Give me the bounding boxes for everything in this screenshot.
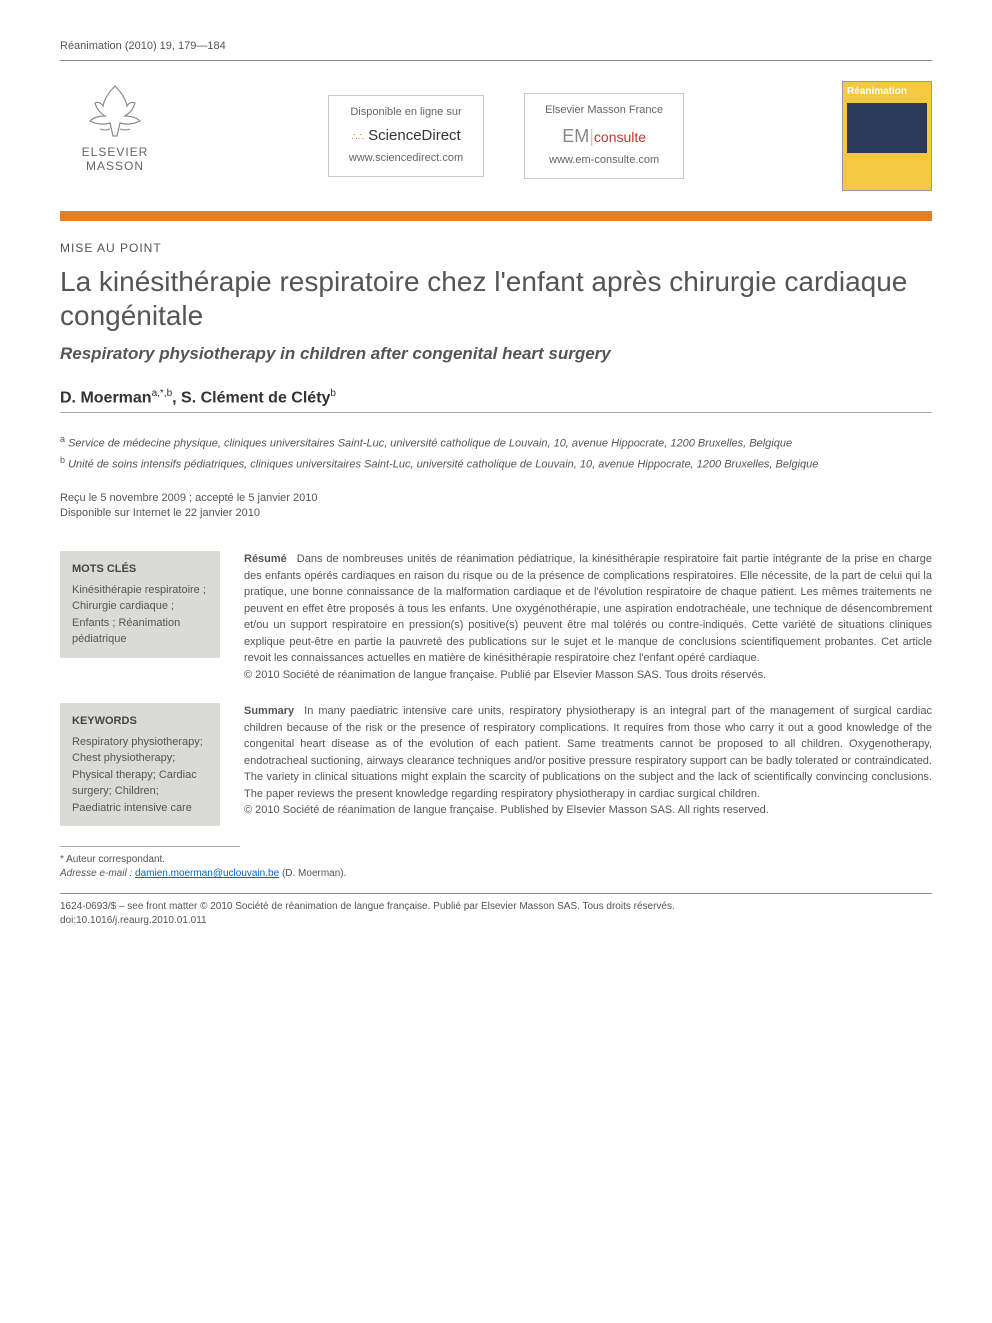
- resume-body: Dans de nombreuses unités de réanimation…: [244, 553, 932, 664]
- emconsulte-logo: EM|consulte: [545, 122, 663, 151]
- footer-issn-copyright: 1624-0693/$ – see front matter © 2010 So…: [60, 900, 932, 914]
- sd-url: www.sciencedirect.com: [349, 150, 463, 168]
- resume-heading: Résumé: [244, 553, 287, 565]
- summary-row: KEYWORDS Respiratory physiotherapy; Ches…: [60, 703, 932, 826]
- publisher-name-1: ELSEVIER: [82, 145, 149, 159]
- section-divider-bar: [60, 211, 932, 221]
- author-rule: [60, 412, 932, 413]
- author-1: D. Moerman: [60, 390, 152, 407]
- date-online: Disponible sur Internet le 22 janvier 20…: [60, 506, 932, 521]
- date-received-accepted: Reçu le 5 novembre 2009 ; accepté le 5 j…: [60, 491, 932, 506]
- sciencedirect-box: Disponible en ligne sur ∴∴ ScienceDirect…: [328, 95, 484, 176]
- article-title-french: La kinésithérapie respiratoire chez l'en…: [60, 265, 932, 332]
- top-rule: [60, 60, 932, 61]
- author-email-link[interactable]: damien.moerman@uclouvain.be: [135, 868, 279, 879]
- email-author-name: (D. Moerman).: [282, 868, 346, 879]
- elsevier-tree-icon: [75, 81, 155, 141]
- journal-cover-thumbnail: Réanimation: [842, 81, 932, 191]
- footnote-rule: [60, 846, 240, 847]
- em-url: www.em-consulte.com: [545, 152, 663, 170]
- cover-image-placeholder: [847, 103, 927, 153]
- sd-dots-icon: ∴∴: [351, 132, 364, 143]
- corresponding-author-note: * Auteur correspondant. Adresse e-mail :…: [60, 853, 932, 881]
- article-dates: Reçu le 5 novembre 2009 ; accepté le 5 j…: [60, 491, 932, 522]
- author-1-affil-marks: a,*,b: [152, 388, 173, 399]
- article-type-label: MISE AU POINT: [60, 241, 932, 255]
- keywords-text: Respiratory physiotherapy; Chest physiot…: [72, 734, 208, 817]
- em-top-text: Elsevier Masson France: [545, 102, 663, 120]
- resume-row: MOTS CLÉS Kinésithérapie respiratoire ; …: [60, 551, 932, 683]
- publisher-header: ELSEVIER MASSON Disponible en ligne sur …: [60, 81, 932, 191]
- summary-body: In many paediatric intensive care units,…: [244, 705, 932, 800]
- email-label: Adresse e-mail :: [60, 868, 132, 879]
- author-list: D. Moermana,*,b, S. Clément de Clétyb: [60, 388, 932, 407]
- mots-cles-heading: MOTS CLÉS: [72, 561, 208, 578]
- brand-boxes: Disponible en ligne sur ∴∴ ScienceDirect…: [328, 81, 684, 191]
- emconsulte-box: Elsevier Masson France EM|consulte www.e…: [524, 93, 684, 179]
- sd-top-text: Disponible en ligne sur: [349, 104, 463, 122]
- summary-text: SummaryIn many paediatric intensive care…: [244, 703, 932, 826]
- elsevier-masson-logo: ELSEVIER MASSON: [60, 81, 170, 191]
- publisher-name-2: MASSON: [86, 159, 144, 173]
- affiliation-b: b Unité de soins intensifs pédiatriques,…: [60, 454, 932, 473]
- author-2: , S. Clément de Cléty: [172, 390, 330, 407]
- sciencedirect-logo: ∴∴ ScienceDirect: [349, 124, 463, 148]
- corresponding-marker: * Auteur correspondant.: [60, 853, 932, 867]
- resume-copyright: © 2010 Société de réanimation de langue …: [244, 667, 932, 684]
- journal-citation: Réanimation (2010) 19, 179—184: [60, 40, 932, 52]
- keywords-heading: KEYWORDS: [72, 713, 208, 730]
- affiliation-a: a Service de médecine physique, clinique…: [60, 433, 932, 452]
- article-title-english: Respiratory physiotherapy in children af…: [60, 344, 932, 364]
- summary-copyright: © 2010 Société de réanimation de langue …: [244, 802, 932, 819]
- mots-cles-text: Kinésithérapie respiratoire ; Chirurgie …: [72, 582, 208, 648]
- cover-journal-name: Réanimation: [847, 86, 927, 97]
- mots-cles-box: MOTS CLÉS Kinésithérapie respiratoire ; …: [60, 551, 220, 658]
- email-line: Adresse e-mail : damien.moerman@uclouvai…: [60, 867, 932, 881]
- summary-heading: Summary: [244, 705, 294, 717]
- keywords-box: KEYWORDS Respiratory physiotherapy; Ches…: [60, 703, 220, 826]
- footer-rule: [60, 893, 932, 894]
- author-2-affil-marks: b: [330, 388, 336, 399]
- footer-doi: doi:10.1016/j.reaurg.2010.01.011: [60, 914, 932, 928]
- resume-text: RésuméDans de nombreuses unités de réani…: [244, 551, 932, 683]
